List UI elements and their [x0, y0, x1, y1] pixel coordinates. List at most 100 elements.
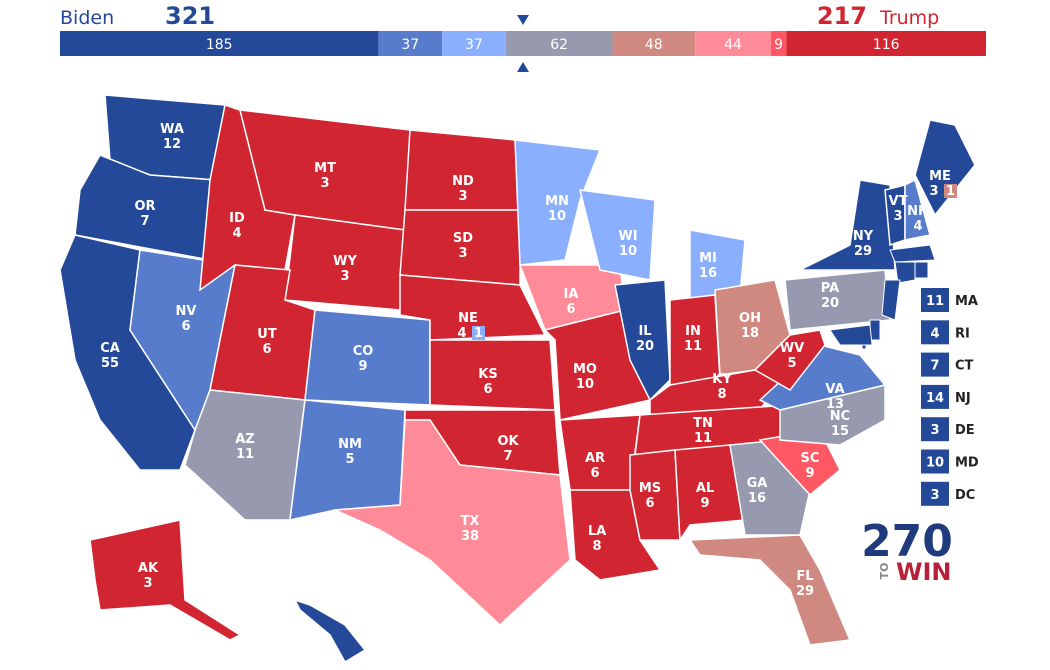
small-state-votes: 14 [926, 391, 944, 406]
state-shape [334, 419, 571, 627]
state-votes: 16 [699, 266, 717, 281]
state-votes: 4 [317, 652, 326, 667]
state-abbr: WI [618, 229, 637, 244]
state-shape [629, 449, 681, 541]
state-abbr: WA [160, 122, 184, 137]
state-abbr: AZ [235, 432, 255, 447]
state-abbr: LA [588, 524, 606, 539]
small-state-box [921, 320, 949, 345]
bar-label: 185 [206, 37, 233, 53]
state-votes: 38 [461, 529, 479, 544]
state-abbr: SC [801, 451, 820, 466]
state-abbr: ND [452, 174, 474, 189]
state-abbr: IL [638, 324, 651, 339]
bar-segment [786, 31, 986, 56]
small-state-votes: 3 [930, 423, 939, 438]
split-box [944, 184, 957, 198]
state-votes: 12 [163, 137, 181, 152]
state-shape [861, 344, 867, 350]
state-shape [889, 244, 936, 263]
state-abbr: AR [585, 451, 605, 466]
state-votes: 18 [741, 326, 759, 341]
state-shape [293, 598, 367, 664]
state-votes: 20 [821, 296, 839, 311]
state-shape [514, 139, 602, 266]
logo: 270 TO WIN [861, 516, 953, 586]
bar-label: 37 [401, 37, 419, 53]
small-state-abbr: MD [955, 456, 979, 471]
state-shape [881, 279, 901, 321]
state-votes: 11 [684, 339, 702, 354]
state-votes: 10 [548, 209, 566, 224]
state-abbr: TN [693, 416, 713, 431]
small-state-box [921, 417, 949, 442]
split-box [472, 326, 485, 340]
state-votes: 6 [262, 342, 271, 357]
state-shape [579, 189, 656, 281]
state-votes: 3 [893, 209, 902, 224]
small-state-box [921, 384, 949, 409]
bar-label: 62 [550, 37, 568, 53]
state-abbr: NV [176, 304, 197, 319]
small-state-votes: 10 [926, 456, 944, 471]
marker-bottom [517, 62, 529, 72]
logo-to: TO [878, 563, 891, 580]
bar-segment [378, 31, 443, 56]
state-abbr: MN [545, 194, 569, 209]
small-state-box [921, 481, 949, 506]
small-state-abbr: DE [955, 423, 975, 438]
state-votes: 10 [619, 244, 637, 259]
state-abbr: VT [889, 194, 908, 209]
state-abbr: OK [497, 434, 519, 449]
state-votes: 4 [457, 326, 466, 341]
state-shape [799, 179, 896, 271]
bar-segment [695, 31, 771, 56]
state-shape [674, 444, 746, 543]
bar-label: 37 [465, 37, 483, 53]
state-votes: 3 [143, 576, 152, 591]
state-votes: 9 [805, 466, 814, 481]
state-votes: 5 [345, 452, 354, 467]
state-abbr: FL [796, 569, 813, 584]
state-abbr: OH [739, 311, 761, 326]
state-shape [784, 269, 891, 331]
state-shape [688, 534, 852, 646]
state-abbr: IA [564, 287, 579, 302]
state-abbr: TX [461, 514, 480, 529]
state-votes: 4 [913, 219, 922, 234]
state-votes: 11 [236, 447, 254, 462]
state-votes: 3 [458, 189, 467, 204]
state-votes: 6 [483, 382, 492, 397]
state-shape [753, 329, 826, 391]
split-votes: 1 [946, 184, 955, 199]
state-shape [914, 119, 976, 217]
state-votes: 16 [748, 491, 766, 506]
state-votes: 9 [700, 496, 709, 511]
small-state-box [921, 288, 949, 312]
state-abbr: UT [257, 327, 277, 342]
bar-segment [60, 31, 379, 56]
state-shape [614, 279, 671, 402]
logo-win: WIN [896, 558, 952, 586]
state-votes: 7 [140, 214, 149, 229]
right-name: Trump [879, 7, 939, 29]
state-abbr: NE [458, 311, 478, 326]
small-state-abbr: DC [955, 488, 975, 503]
small-state-votes: 3 [930, 488, 939, 503]
state-abbr: NY [853, 229, 874, 244]
state-abbr: ME [929, 169, 951, 184]
state-abbr: VA [825, 382, 844, 397]
small-state-abbr: CT [955, 359, 974, 374]
state-votes: 4 [232, 226, 241, 241]
state-abbr: MO [573, 362, 597, 377]
bar-segment [505, 31, 613, 56]
state-votes: 3 [320, 176, 329, 191]
small-state-abbr: MA [955, 294, 978, 309]
state-votes: 8 [717, 387, 726, 402]
state-votes: 13 [826, 397, 844, 412]
state-shape [914, 261, 929, 279]
state-votes: 9 [358, 359, 367, 374]
bar-label: 116 [873, 37, 900, 53]
state-abbr: KS [478, 367, 497, 382]
state-abbr: CO [353, 344, 374, 359]
